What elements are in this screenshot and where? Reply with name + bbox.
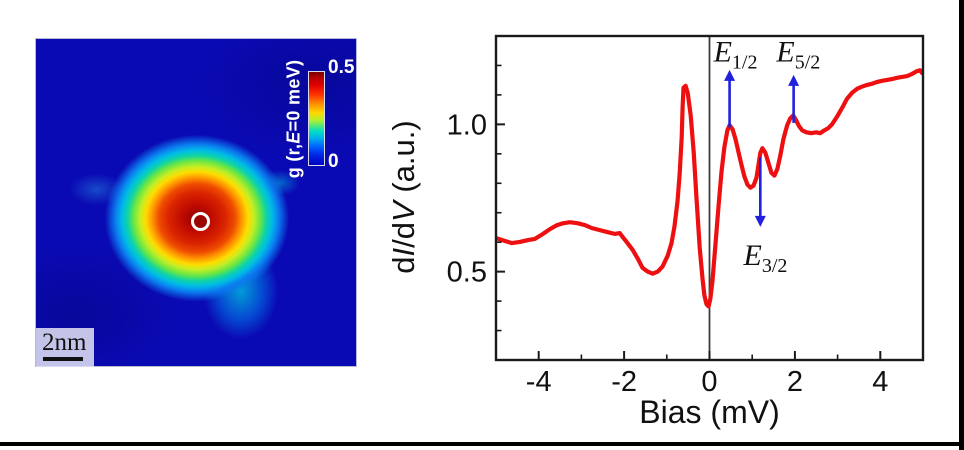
- y-axis-label-part: /d: [386, 221, 421, 248]
- scale-bar-line: [43, 357, 83, 361]
- spectrum-curve: [496, 68, 923, 309]
- y-axis-label-part: d: [386, 256, 421, 274]
- x-tick-label: -2: [611, 366, 637, 398]
- y-axis-label-part-italic: I: [386, 247, 421, 257]
- scale-bar-label: 2nm: [42, 329, 87, 356]
- annotation-label: E1/2: [713, 36, 758, 74]
- colorbar-gradient: [308, 71, 325, 166]
- tip-position-marker: [191, 212, 210, 231]
- y-axis-label-part: (a.u.): [386, 120, 421, 202]
- annotation-arrow-head: [754, 215, 766, 227]
- colorbar-max-label: 0.5: [328, 57, 355, 78]
- y-axis-label-part-italic: V: [386, 201, 421, 222]
- figure-frame-right: [959, 0, 964, 450]
- figure-frame-bottom: [0, 442, 964, 446]
- annotation-arrow-head: [788, 74, 800, 86]
- x-tick-label: -4: [526, 366, 552, 398]
- x-tick-label: 2: [787, 366, 803, 398]
- y-axis-label: dI/dV (a.u.): [386, 120, 422, 273]
- annotation-arrow-head: [724, 69, 736, 81]
- y-tick-label: 0.5: [447, 257, 487, 289]
- x-axis-label: Bias (mV): [639, 394, 779, 430]
- annotation-label: E5/2: [775, 36, 820, 74]
- x-tick-label: 0: [701, 366, 717, 398]
- annotation-label: E3/2: [742, 239, 787, 277]
- scale-bar: 2nm: [36, 328, 94, 367]
- y-tick-label: 1.0: [447, 109, 487, 141]
- stm-conductance-map: g (r,E=0 meV) 0.5 0 2nm: [35, 38, 357, 367]
- colorbar-min-label: 0: [328, 151, 339, 172]
- x-tick-label: 4: [872, 366, 888, 398]
